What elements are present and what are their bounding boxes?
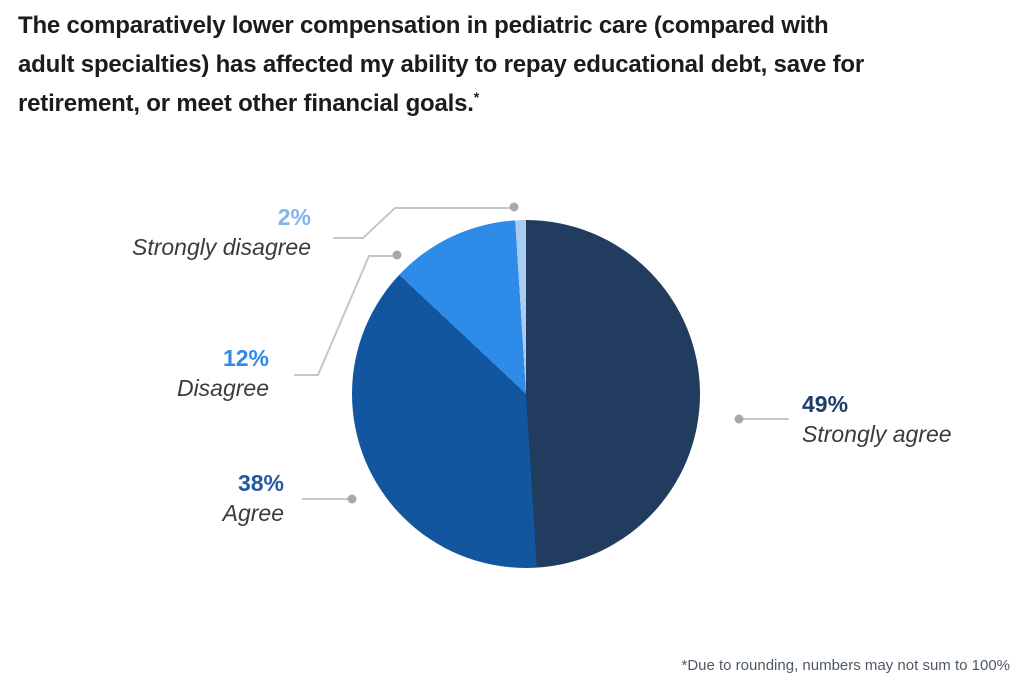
chart-title-line: retirement, or meet other financial goal… — [18, 84, 1008, 123]
percent-value-agree: 38% — [237, 470, 284, 496]
callout-disagree: 12% Disagree — [177, 343, 269, 403]
chart-title: The comparatively lower compensation in … — [18, 6, 1008, 123]
footnote-asterisk: * — [473, 89, 479, 105]
slice-label-agree: Agree — [222, 500, 284, 526]
chart-title-line: adult specialties) has affected my abili… — [18, 45, 1008, 84]
chart-title-line: The comparatively lower compensation in … — [18, 12, 829, 39]
leader-dot-disagree — [392, 250, 402, 260]
percent-value-strongly-disagree: 2% — [277, 204, 311, 230]
slice-label-strongly-disagree: Strongly disagree — [132, 234, 311, 260]
leader-dot-strongly-disagree — [509, 202, 519, 212]
slice-label-disagree: Disagree — [176, 375, 269, 401]
percent-value-strongly-agree: 49% — [802, 391, 849, 417]
chart-title-line-text: retirement, or meet other financial goal… — [18, 90, 474, 117]
chart-title-line-text: adult specialties) has affected my abili… — [18, 51, 864, 78]
callout-strongly-disagree: 2% Strongly disagree — [132, 202, 311, 262]
slice-label-strongly-agree: Strongly agree — [802, 421, 952, 447]
leader-dot-strongly-agree — [734, 414, 744, 424]
percent-value-disagree: 12% — [222, 345, 269, 371]
rounding-footnote: *Due to rounding, numbers may not sum to… — [681, 657, 1010, 674]
pie-chart — [352, 220, 700, 568]
callout-agree: 38% Agree — [223, 468, 284, 528]
leader-dot-agree — [347, 494, 357, 504]
callout-strongly-agree: 49% Strongly agree — [802, 389, 952, 449]
